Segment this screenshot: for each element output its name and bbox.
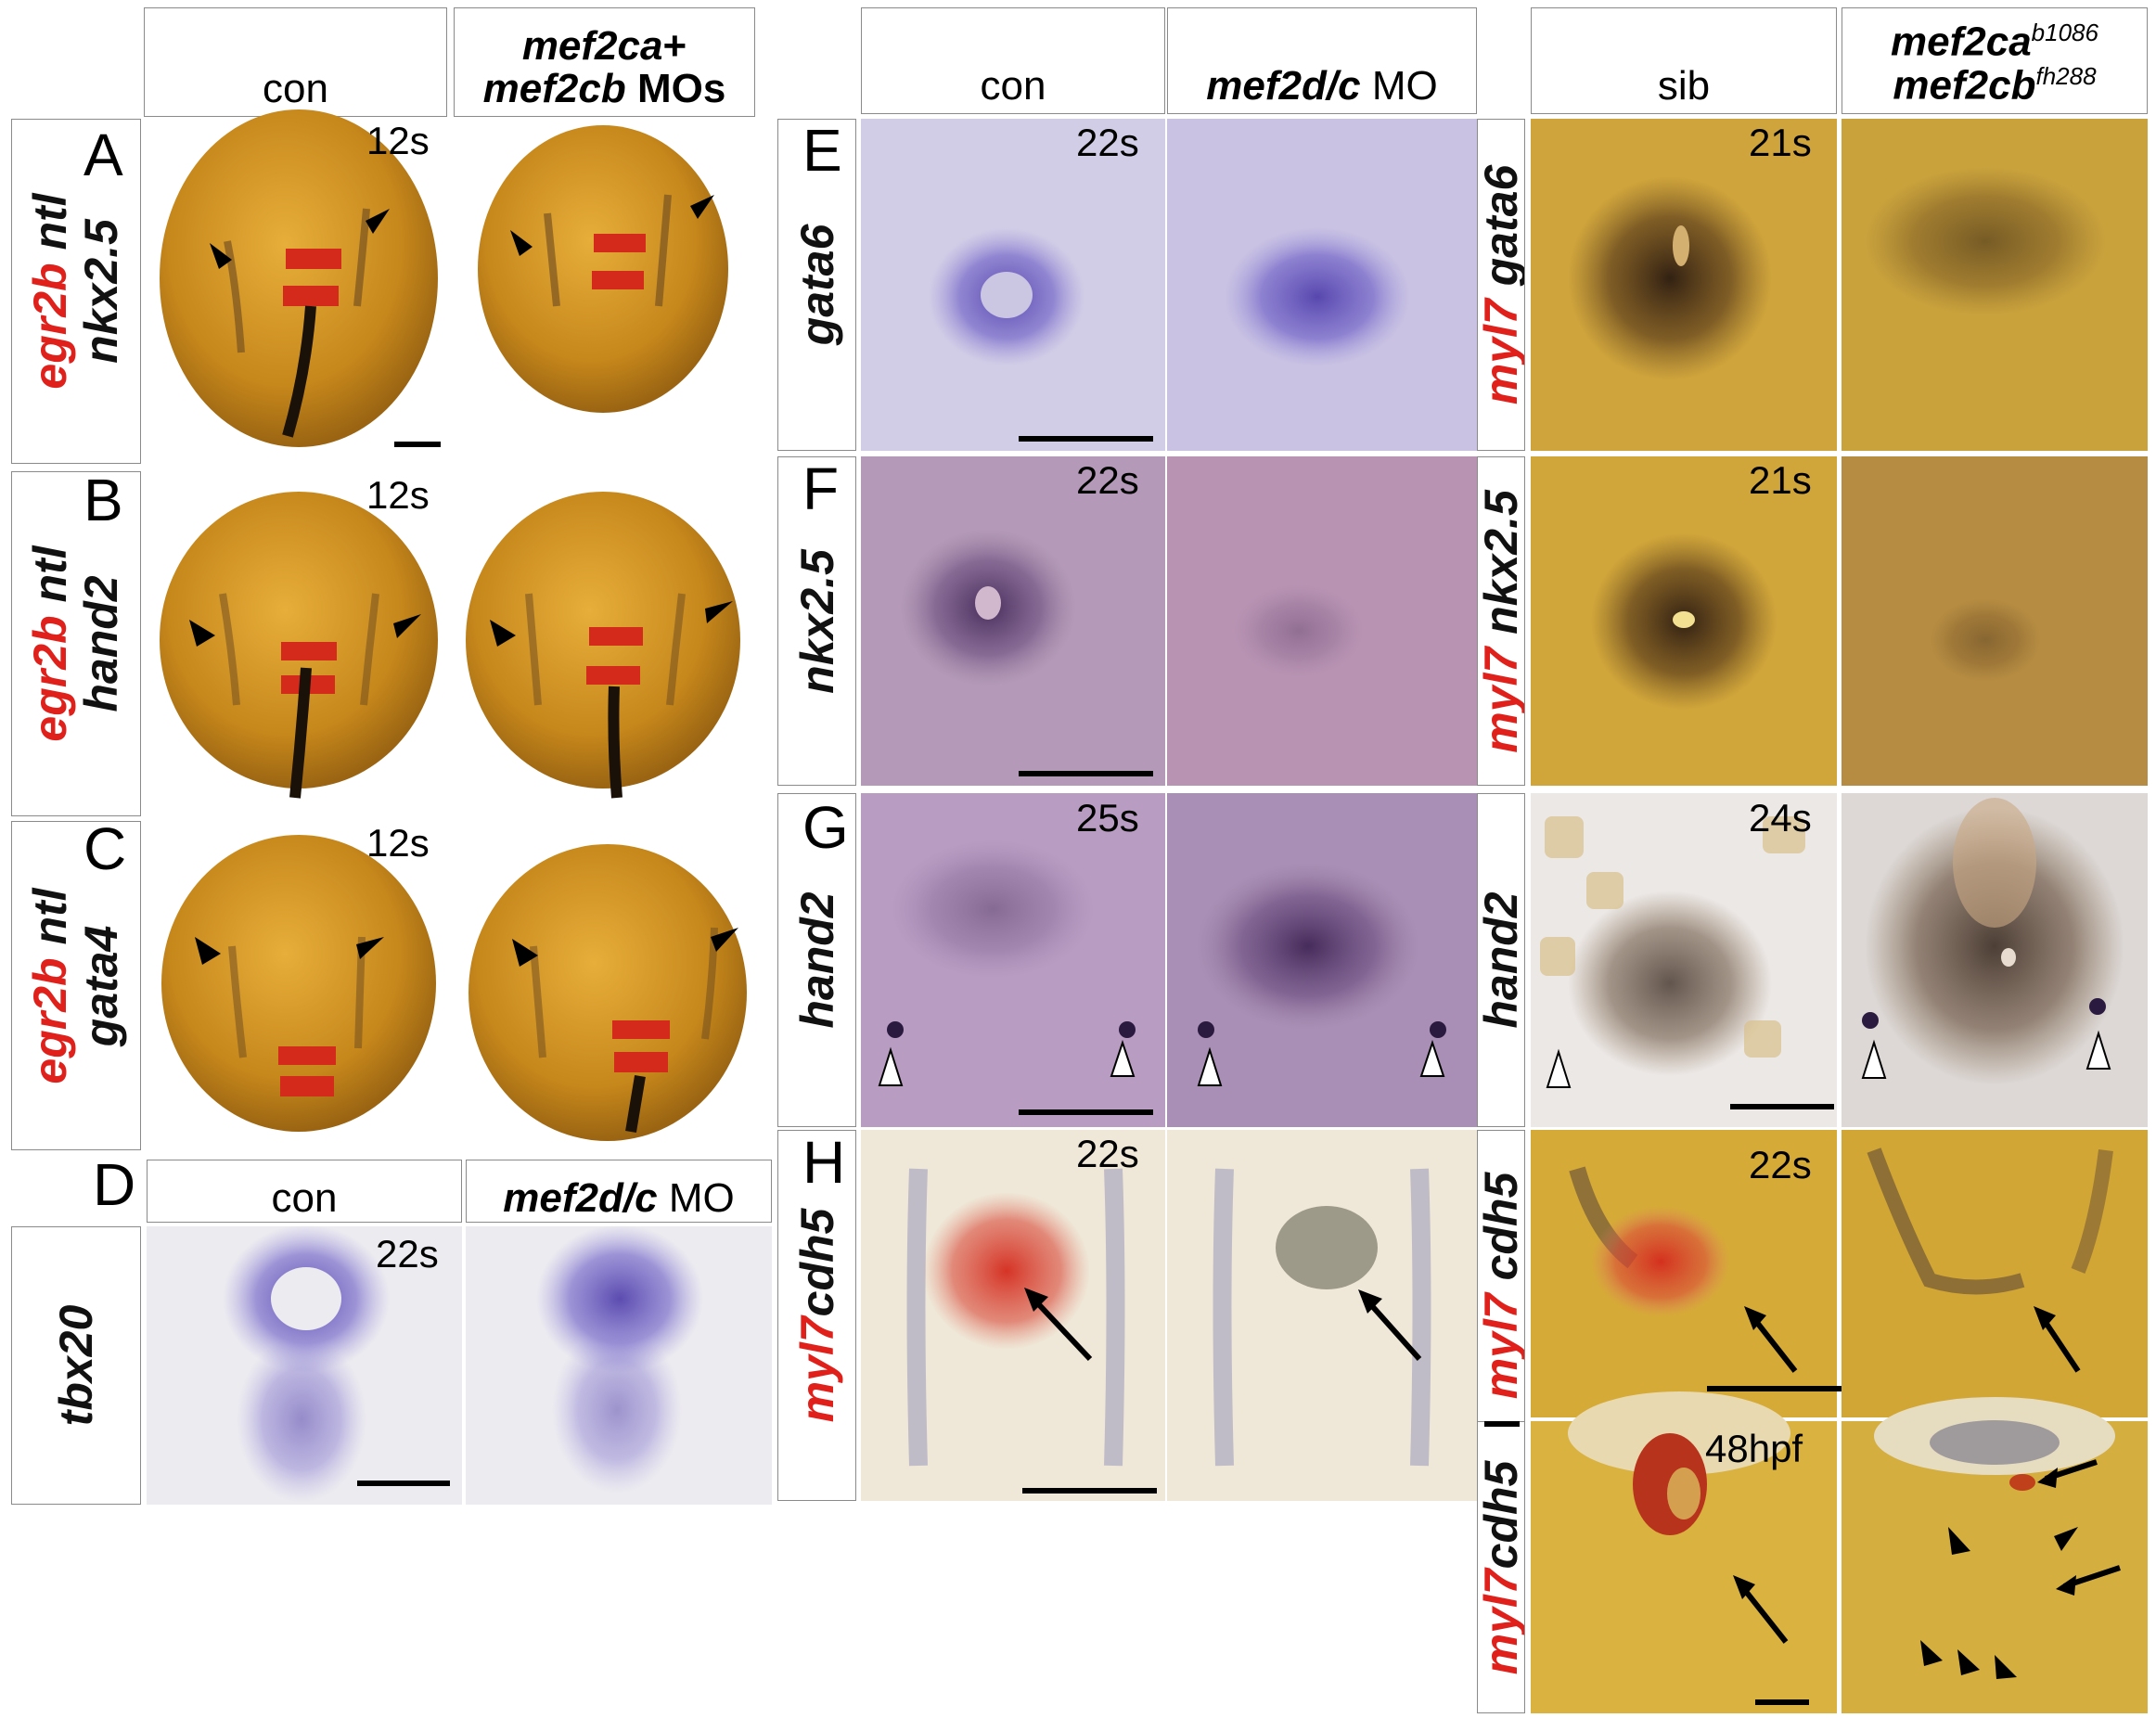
panel-letter-F: F bbox=[802, 455, 840, 522]
header-col1-mo: mef2ca+ mef2cb MOs bbox=[454, 7, 755, 117]
stage-label-F: 22s bbox=[1076, 458, 1139, 502]
header-D-mo: mef2d/c MO bbox=[466, 1160, 772, 1223]
embryo-B-con bbox=[160, 492, 438, 799]
scale-bar-G bbox=[1019, 1109, 1153, 1115]
row-label-A: egr2b ntl nkx2.5 bbox=[11, 119, 141, 464]
header-label: con bbox=[271, 1174, 338, 1221]
stage-label-G: 25s bbox=[1076, 796, 1139, 840]
stage-label-H: 22s bbox=[1076, 1132, 1139, 1175]
header-col3-mut: mef2cab1086 mef2cbfh288 bbox=[1842, 7, 2148, 114]
row-label-C: egr2b ntl gata4 bbox=[11, 821, 141, 1150]
row-label-F: nkx2.5 bbox=[777, 456, 856, 786]
header-suffix: MO bbox=[1360, 62, 1438, 109]
stage-label-E: 22s bbox=[1076, 121, 1139, 164]
header-D-con: con bbox=[147, 1160, 462, 1223]
scale-bar-D bbox=[357, 1481, 450, 1486]
panel-H-mo bbox=[1167, 1130, 1477, 1501]
panel-letter-A: A bbox=[83, 122, 123, 188]
row-label-r5: myl7cdh5 bbox=[1477, 1421, 1525, 1713]
header-allele: b1086 bbox=[2031, 19, 2098, 47]
header-gene: mef2ca bbox=[521, 22, 663, 69]
row-label-D: tbx20 bbox=[11, 1226, 141, 1505]
scale-bar-r5-label bbox=[1484, 1421, 1520, 1427]
header-gene: mef2cb bbox=[482, 65, 626, 111]
stage-label-r4: 22s bbox=[1749, 1143, 1812, 1186]
scale-bar-E bbox=[1019, 436, 1153, 442]
panel-r4-mut bbox=[1842, 1130, 2148, 1417]
panel-letter-E: E bbox=[802, 117, 842, 184]
header-gene: mef2ca bbox=[1891, 19, 2032, 65]
row-label-r4: myl7 cdh5 bbox=[1477, 1130, 1525, 1441]
row-label-r1: myl7 gata6 bbox=[1477, 119, 1525, 451]
row-label-G: hand2 bbox=[777, 793, 856, 1127]
stage-label-C: 12s bbox=[366, 821, 430, 865]
stage-label-r1: 21s bbox=[1749, 121, 1812, 164]
header-label: sib bbox=[1657, 62, 1711, 109]
embryo-C-con bbox=[161, 835, 436, 1132]
scale-bar-r3 bbox=[1730, 1104, 1834, 1109]
stage-label-B: 12s bbox=[366, 473, 430, 517]
scale-bar-r5 bbox=[1755, 1699, 1809, 1705]
header-col2-con: con bbox=[861, 7, 1165, 114]
scale-bar-A bbox=[394, 442, 441, 447]
panel-letter-C: C bbox=[83, 815, 127, 882]
header-gene: mef2d/c bbox=[1206, 62, 1361, 109]
panel-letter-G: G bbox=[802, 794, 849, 861]
scale-bar-r4 bbox=[1707, 1386, 1842, 1391]
header-col1-con: con bbox=[144, 7, 447, 117]
panel-letter-D: D bbox=[93, 1151, 136, 1218]
stage-label-r3: 24s bbox=[1749, 796, 1812, 840]
header-plus: + bbox=[662, 22, 687, 69]
stage-label-r5: 48hpf bbox=[1705, 1427, 1803, 1470]
header-allele: fh288 bbox=[2035, 62, 2097, 91]
embryo-A-con bbox=[160, 109, 438, 447]
panel-letter-B: B bbox=[83, 467, 123, 533]
header-suffix: MO bbox=[657, 1174, 735, 1221]
stage-label-r2: 21s bbox=[1749, 458, 1812, 502]
row-label-r2: myl7 nkx2.5 bbox=[1477, 456, 1525, 786]
stage-label-D: 22s bbox=[376, 1232, 439, 1276]
header-label: con bbox=[263, 65, 328, 111]
header-col3-sib: sib bbox=[1531, 7, 1837, 114]
row-label-E: gata6 bbox=[777, 119, 856, 451]
scale-bar-H bbox=[1022, 1488, 1157, 1494]
row-label-H: myl7cdh5 bbox=[777, 1130, 856, 1501]
header-suffix: MOs bbox=[625, 65, 726, 111]
header-gene: mef2cb bbox=[1893, 62, 2036, 109]
header-col2-mo: mef2d/c MO bbox=[1167, 7, 1477, 114]
panel-letter-H: H bbox=[802, 1129, 846, 1196]
embryo-C-mo bbox=[468, 844, 747, 1141]
header-label: con bbox=[980, 62, 1046, 109]
row-label-B: egr2b ntl hand2 bbox=[11, 471, 141, 816]
embryo-A-mo bbox=[478, 125, 728, 413]
header-gene: mef2d/c bbox=[503, 1174, 658, 1221]
row-label-r3: hand2 bbox=[1477, 793, 1525, 1127]
stage-label-A: 12s bbox=[366, 119, 430, 162]
embryo-B-mo bbox=[466, 492, 740, 799]
scale-bar-F bbox=[1019, 771, 1153, 776]
